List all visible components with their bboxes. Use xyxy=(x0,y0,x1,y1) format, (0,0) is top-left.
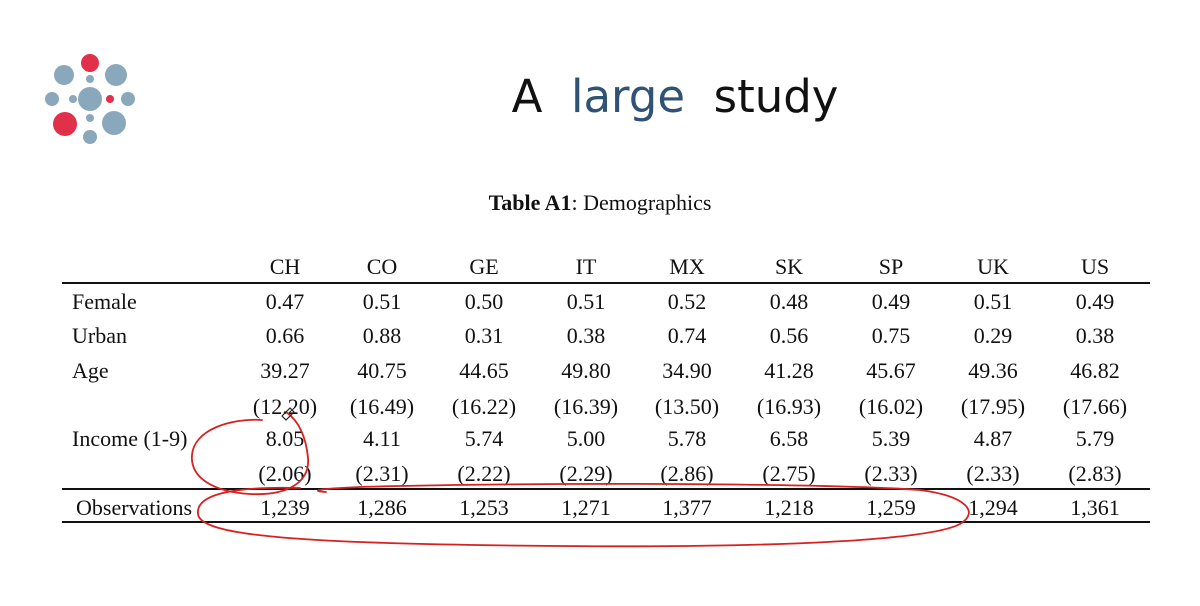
column-header-it: IT xyxy=(575,254,597,279)
table-cell: (16.02) xyxy=(858,394,924,419)
column-header-uk: UK xyxy=(977,254,1009,279)
table-cell: 0.51 xyxy=(362,289,402,314)
table-cell: (2.31) xyxy=(355,461,409,486)
row-label: Female xyxy=(72,289,137,314)
table-cell: 0.75 xyxy=(871,323,911,348)
row-label xyxy=(72,393,242,421)
observations-cell: 1,253 xyxy=(459,495,509,520)
table-caption: Table A1: Demographics xyxy=(0,190,1200,216)
column-header-co: CO xyxy=(366,254,398,279)
title-suffix: study xyxy=(713,70,839,123)
table-cell: 0.51 xyxy=(566,289,606,314)
table-caption-title: : Demographics xyxy=(571,190,712,215)
table-cell: (2.75) xyxy=(762,461,816,486)
table-cell: 49.36 xyxy=(968,358,1018,383)
table-cell: 39.27 xyxy=(260,358,310,383)
table-cell: 0.29 xyxy=(973,323,1013,348)
table-cell: 44.65 xyxy=(459,358,509,383)
table-cell: (17.66) xyxy=(1062,394,1128,419)
table-cell: (17.95) xyxy=(960,394,1026,419)
observations-cell: 1,294 xyxy=(968,495,1018,520)
table-cell: 0.66 xyxy=(265,323,305,348)
table-cell: (2.83) xyxy=(1068,461,1122,486)
column-header-ch: CH xyxy=(269,254,301,279)
table-cell: 0.74 xyxy=(667,323,707,348)
table-cell: 5.00 xyxy=(566,426,606,451)
table-cell: (2.33) xyxy=(864,461,918,486)
table-cell: 8.05 xyxy=(265,426,305,451)
row-label: Urban xyxy=(72,323,127,348)
observations-cell: 1,259 xyxy=(866,495,916,520)
table-cell: 41.28 xyxy=(764,358,814,383)
table-cell: (2.86) xyxy=(660,461,714,486)
table-cell: 5.78 xyxy=(667,426,707,451)
table-cell: (2.29) xyxy=(559,461,613,486)
table-cell: 0.88 xyxy=(362,323,402,348)
table-cell: 5.79 xyxy=(1075,426,1115,451)
table-cell: (16.39) xyxy=(553,394,619,419)
table-cell: 0.48 xyxy=(769,289,809,314)
table-cell: (16.22) xyxy=(451,394,517,419)
table-cell: (16.49) xyxy=(349,394,415,419)
table-cell: 0.49 xyxy=(871,289,911,314)
table-cell: 0.38 xyxy=(566,323,606,348)
table-cell: 0.49 xyxy=(1075,289,1115,314)
table-cell: 6.58 xyxy=(769,426,809,451)
table-cell: 5.39 xyxy=(871,426,911,451)
table-cell: (12.20) xyxy=(252,394,318,419)
observations-cell: 1,286 xyxy=(357,495,407,520)
column-header-us: US xyxy=(1080,254,1110,279)
table-cell: 4.11 xyxy=(363,426,401,451)
observations-cell: 1,377 xyxy=(662,495,712,520)
table-cell: 5.74 xyxy=(464,426,504,451)
observations-cell: 1,239 xyxy=(260,495,310,520)
table-cell: 45.67 xyxy=(866,358,916,383)
table-cell: 0.56 xyxy=(769,323,809,348)
dot-cluster-logo xyxy=(45,54,135,144)
table-cell: (2.22) xyxy=(457,461,511,486)
row-label xyxy=(72,460,242,488)
slide-title: A large study xyxy=(0,64,1200,134)
table-cell: 0.31 xyxy=(464,323,504,348)
column-header-sp: SP xyxy=(878,254,904,279)
table-top-rule xyxy=(62,282,1150,284)
table-cell: 0.52 xyxy=(667,289,707,314)
observations-cell: 1,218 xyxy=(764,495,814,520)
column-header-ge: GE xyxy=(469,254,499,279)
column-header-sk: SK xyxy=(774,254,804,279)
title-prefix: A xyxy=(511,70,543,123)
row-label: Age xyxy=(72,358,109,383)
table-cell: 40.75 xyxy=(357,358,407,383)
table-cell: 0.47 xyxy=(265,289,305,314)
table-cell: (2.06) xyxy=(258,461,312,486)
table-cell: 0.51 xyxy=(973,289,1013,314)
table-cell: (13.50) xyxy=(654,394,720,419)
observations-cell: 1,361 xyxy=(1070,495,1120,520)
table-cell: 4.87 xyxy=(973,426,1013,451)
table-cell: 0.50 xyxy=(464,289,504,314)
table-cell: (16.93) xyxy=(756,394,822,419)
table-cell: 46.82 xyxy=(1070,358,1120,383)
observations-cell: 1,271 xyxy=(561,495,611,520)
table-cell: 49.80 xyxy=(561,358,611,383)
row-label: Income (1-9) xyxy=(72,426,188,451)
column-header-mx: MX xyxy=(669,254,705,279)
table-caption-label: Table A1 xyxy=(488,190,572,215)
observations-label: Observations xyxy=(76,495,193,520)
table-cell: 0.38 xyxy=(1075,323,1115,348)
table-observations-rule xyxy=(62,488,1150,490)
table-cell: (2.33) xyxy=(966,461,1020,486)
table-cell: 34.90 xyxy=(662,358,712,383)
title-accent-word: large xyxy=(570,70,686,123)
